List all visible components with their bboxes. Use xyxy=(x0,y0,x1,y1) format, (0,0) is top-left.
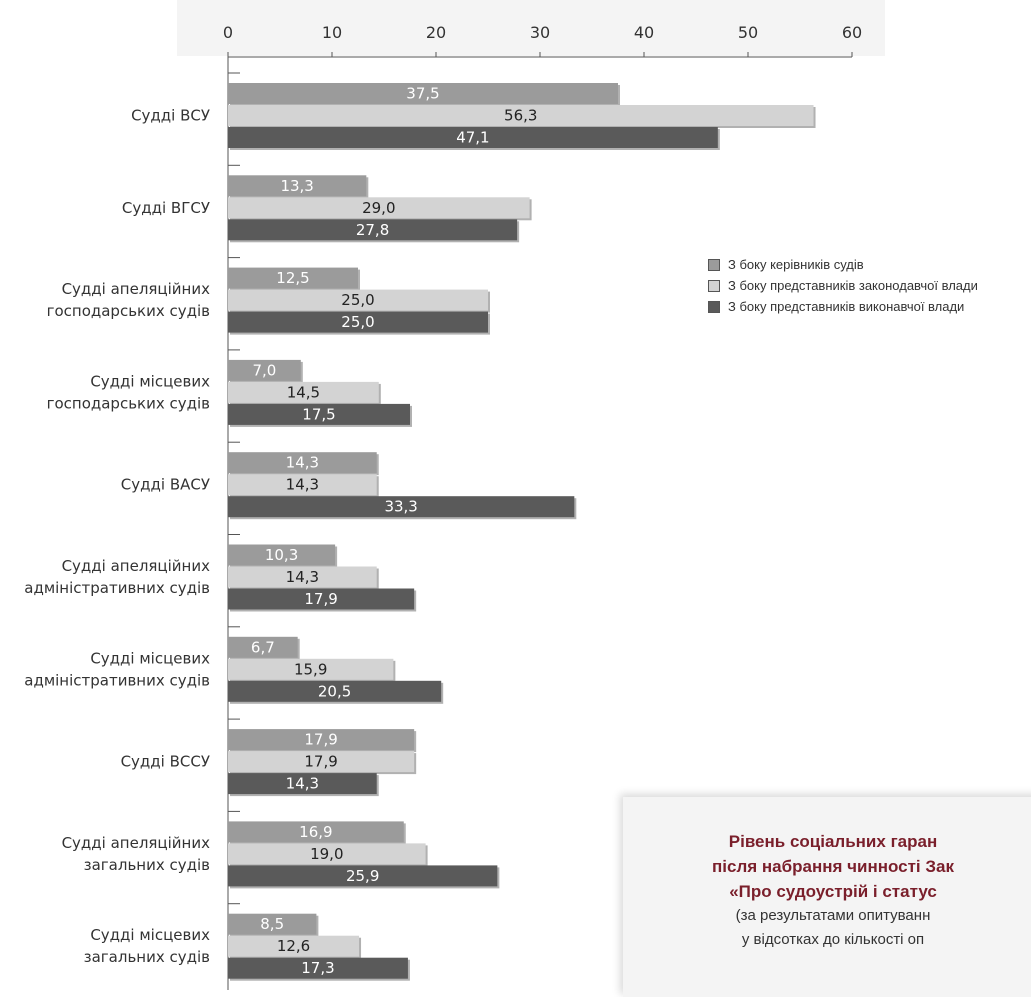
legend-swatch xyxy=(708,259,720,271)
bar-value-label: 17,3 xyxy=(301,959,334,977)
bar-value-label: 20,5 xyxy=(318,682,351,700)
legend-item-executive: З боку представників виконавчої влади xyxy=(708,296,978,317)
bar-value-label: 33,3 xyxy=(384,498,417,516)
bar-value-label: 56,3 xyxy=(504,107,537,125)
legend-item-legislative: З боку представників законодавчої влади xyxy=(708,275,978,296)
bar-value-label: 25,0 xyxy=(341,313,374,331)
category-label: господарських судів xyxy=(47,394,210,412)
bar-value-label: 16,9 xyxy=(299,823,332,841)
category-label: загальних судів xyxy=(84,948,210,966)
bar-value-label: 7,0 xyxy=(252,361,276,379)
bar-value-label: 37,5 xyxy=(406,85,439,103)
x-tick-label: 0 xyxy=(223,23,233,42)
category-label: господарських судів xyxy=(47,302,210,320)
category-label: загальних судів xyxy=(84,856,210,874)
caption-title-line: після набрання чинності Зак xyxy=(623,854,1031,879)
legend-label: З боку представників виконавчої влади xyxy=(728,299,964,314)
legend-swatch xyxy=(708,280,720,292)
caption-title-line: «Про судоустрій і статус xyxy=(623,879,1031,904)
bar-value-label: 6,7 xyxy=(251,638,275,656)
bar-value-label: 14,3 xyxy=(286,568,319,586)
category-label: адміністративних судів xyxy=(24,579,210,597)
category-label: Судді ВГСУ xyxy=(122,199,210,217)
caption-subtitle-line: (за результатами опитуванн xyxy=(623,904,1031,928)
caption-subtitle-line: у відсотках до кількості оп xyxy=(623,928,1031,952)
bar-value-label: 14,3 xyxy=(286,775,319,793)
category-label: Судді ВССУ xyxy=(121,753,210,771)
bar-value-label: 13,3 xyxy=(280,177,313,195)
bar-value-label: 25,0 xyxy=(341,291,374,309)
x-tick-label: 20 xyxy=(426,23,446,42)
x-tick-label: 40 xyxy=(634,23,654,42)
x-tick-label: 30 xyxy=(530,23,550,42)
x-tick-label: 60 xyxy=(842,23,862,42)
caption-title-line: Рівень соціальних гаран xyxy=(623,829,1031,854)
legend: З боку керівників судів З боку представн… xyxy=(708,254,978,317)
bar-value-label: 14,3 xyxy=(286,476,319,494)
category-label: Судді ВАСУ xyxy=(121,476,210,494)
bar-value-label: 8,5 xyxy=(260,915,284,933)
category-label: Судді місцевих xyxy=(90,372,210,390)
bar-value-label: 17,5 xyxy=(302,405,335,423)
bar-value-label: 17,9 xyxy=(304,753,337,771)
bar-value-label: 27,8 xyxy=(356,221,389,239)
legend-label: З боку представників законодавчої влади xyxy=(728,278,978,293)
category-label: Судді місцевих xyxy=(90,926,210,944)
category-label: Судді апеляційних xyxy=(62,834,211,852)
x-tick-label: 10 xyxy=(322,23,342,42)
bar-value-label: 14,3 xyxy=(286,454,319,472)
caption-box: Рівень соціальних гаран після набрання ч… xyxy=(623,797,1031,997)
category-label: Судді апеляційних xyxy=(62,280,211,298)
bar-value-label: 17,9 xyxy=(304,731,337,749)
bar-value-label: 14,5 xyxy=(287,383,320,401)
bar-value-label: 15,9 xyxy=(294,660,327,678)
legend-label: З боку керівників судів xyxy=(728,257,864,272)
bar-value-label: 10,3 xyxy=(265,546,298,564)
bar-value-label: 29,0 xyxy=(362,199,395,217)
x-tick-label: 50 xyxy=(738,23,758,42)
bar-value-label: 19,0 xyxy=(310,845,343,863)
bar-value-label: 12,5 xyxy=(276,269,309,287)
bar-value-label: 25,9 xyxy=(346,867,379,885)
bar-value-label: 47,1 xyxy=(456,129,489,147)
bar-value-label: 12,6 xyxy=(277,937,310,955)
category-label: адміністративних судів xyxy=(24,671,210,689)
category-label: Судді апеляційних xyxy=(62,557,211,575)
caption-text: Рівень соціальних гаран після набрання ч… xyxy=(623,829,1031,952)
category-label: Судді місцевих xyxy=(90,649,210,667)
category-label: Судді ВСУ xyxy=(131,107,210,125)
legend-item-judges-heads: З боку керівників судів xyxy=(708,254,978,275)
category-labels: Судді ВСУ Судді ВГСУ Судді апеляційних госп… xyxy=(24,107,210,967)
legend-swatch xyxy=(708,301,720,313)
bar-value-label: 17,9 xyxy=(304,590,337,608)
